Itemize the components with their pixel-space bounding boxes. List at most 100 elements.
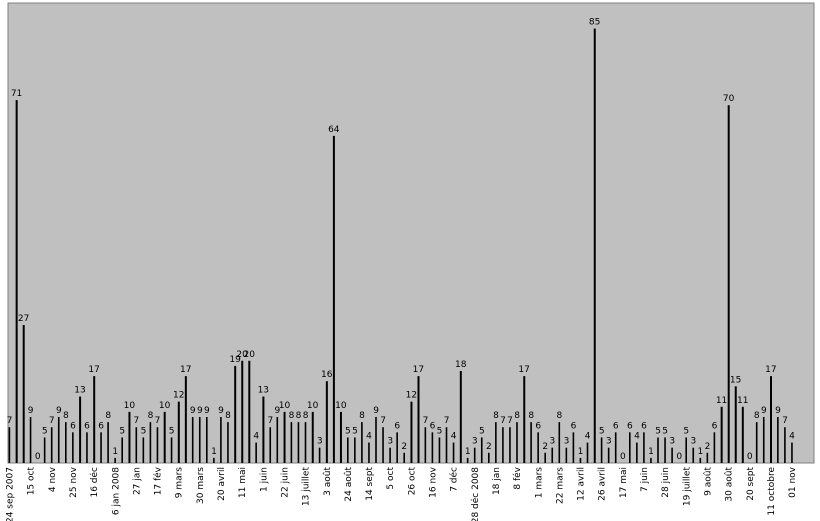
x-tick-label: 11 mai	[238, 467, 248, 498]
bar	[537, 432, 539, 463]
value-label: 8	[303, 411, 309, 421]
bar	[664, 437, 666, 463]
x-tick-label: 15 oct	[27, 467, 37, 496]
bar	[544, 452, 546, 463]
x-tick-label: 26 avril	[598, 467, 608, 501]
bar	[558, 422, 561, 463]
value-label: 20	[243, 350, 255, 360]
bar	[741, 406, 744, 463]
bar	[354, 437, 356, 463]
x-tick-label: 20 avril	[217, 467, 227, 501]
value-label: 10	[335, 401, 347, 411]
x-tick-label: 28 juin	[661, 467, 671, 498]
value-label: 6	[84, 421, 90, 431]
value-label: 1	[211, 447, 217, 457]
value-label: 7	[444, 416, 450, 426]
bar	[614, 432, 617, 463]
value-label: 27	[18, 314, 29, 324]
bar	[114, 457, 116, 463]
value-label: 7	[155, 416, 161, 426]
value-label: 5	[141, 426, 147, 436]
value-label: 7	[500, 416, 506, 426]
value-label: 8	[296, 411, 302, 421]
bar	[283, 411, 286, 463]
value-label: 5	[599, 426, 605, 436]
bar	[593, 28, 596, 464]
bar	[347, 437, 349, 463]
value-label: 4	[585, 432, 591, 442]
value-label: 6	[641, 421, 647, 431]
bar	[170, 437, 173, 463]
bar	[220, 417, 222, 463]
value-label: 3	[549, 437, 555, 447]
value-label: 12	[173, 391, 184, 401]
bar	[43, 437, 46, 463]
value-label: 5	[119, 426, 125, 436]
bar	[375, 417, 377, 463]
x-tick-label: 16 déc	[89, 467, 100, 498]
bar	[332, 135, 335, 463]
value-label: 7	[134, 416, 140, 426]
value-label: 13	[258, 386, 269, 396]
bar	[784, 427, 786, 463]
bar	[410, 401, 413, 463]
bar	[706, 452, 709, 463]
bar	[466, 457, 469, 463]
value-label: 8	[359, 411, 365, 421]
value-label: 10	[159, 401, 171, 411]
bar	[198, 417, 201, 463]
value-label: 7	[423, 416, 429, 426]
bar	[177, 401, 180, 463]
value-label: 9	[28, 406, 34, 416]
x-tick-label: 5 oct	[386, 467, 396, 490]
value-label: 3	[690, 437, 696, 447]
plot-area	[7, 2, 815, 464]
value-label: 17	[765, 365, 776, 375]
bar	[671, 447, 673, 463]
value-label: 85	[589, 18, 600, 28]
value-label: 9	[204, 406, 210, 416]
bar	[184, 376, 187, 463]
x-tick-label: 9 mars	[175, 467, 185, 499]
bar	[86, 432, 88, 463]
value-label: 70	[723, 94, 735, 104]
x-tick-label: 3 août	[323, 467, 333, 496]
x-tick-label: 17 fév	[153, 466, 164, 495]
x-tick-label: 11 octobre	[767, 467, 777, 516]
bar	[579, 457, 582, 463]
value-label: 9	[761, 406, 767, 416]
bar	[734, 386, 737, 463]
value-label: 3	[387, 437, 393, 447]
bar	[762, 417, 765, 463]
value-label: 5	[42, 426, 48, 436]
value-label: 2	[705, 442, 711, 452]
value-label: 4	[634, 432, 640, 442]
bar	[318, 447, 321, 463]
x-tick-label: 22 mars	[555, 467, 565, 504]
value-label: 7	[507, 416, 513, 426]
bar	[495, 422, 497, 463]
value-label: 18	[455, 360, 467, 370]
bar	[128, 411, 131, 463]
bar	[269, 427, 272, 463]
value-label: 0	[620, 452, 626, 462]
value-label: 9	[190, 406, 196, 416]
bar	[382, 427, 384, 463]
bar	[473, 447, 476, 463]
bar	[607, 447, 610, 463]
value-label: 1	[112, 447, 118, 457]
value-label: 3	[606, 437, 612, 447]
bar	[509, 427, 511, 463]
value-label: 0	[747, 452, 753, 462]
value-label: 16	[321, 370, 333, 380]
bar	[643, 432, 645, 463]
value-label: 19	[229, 355, 241, 365]
value-label: 13	[74, 386, 85, 396]
x-tick-label: 25 nov	[69, 466, 79, 498]
bar	[304, 422, 307, 463]
value-label: 5	[655, 426, 661, 436]
value-label: 15	[730, 375, 741, 385]
bar	[107, 422, 109, 463]
bar	[523, 376, 526, 463]
bar	[551, 447, 554, 463]
